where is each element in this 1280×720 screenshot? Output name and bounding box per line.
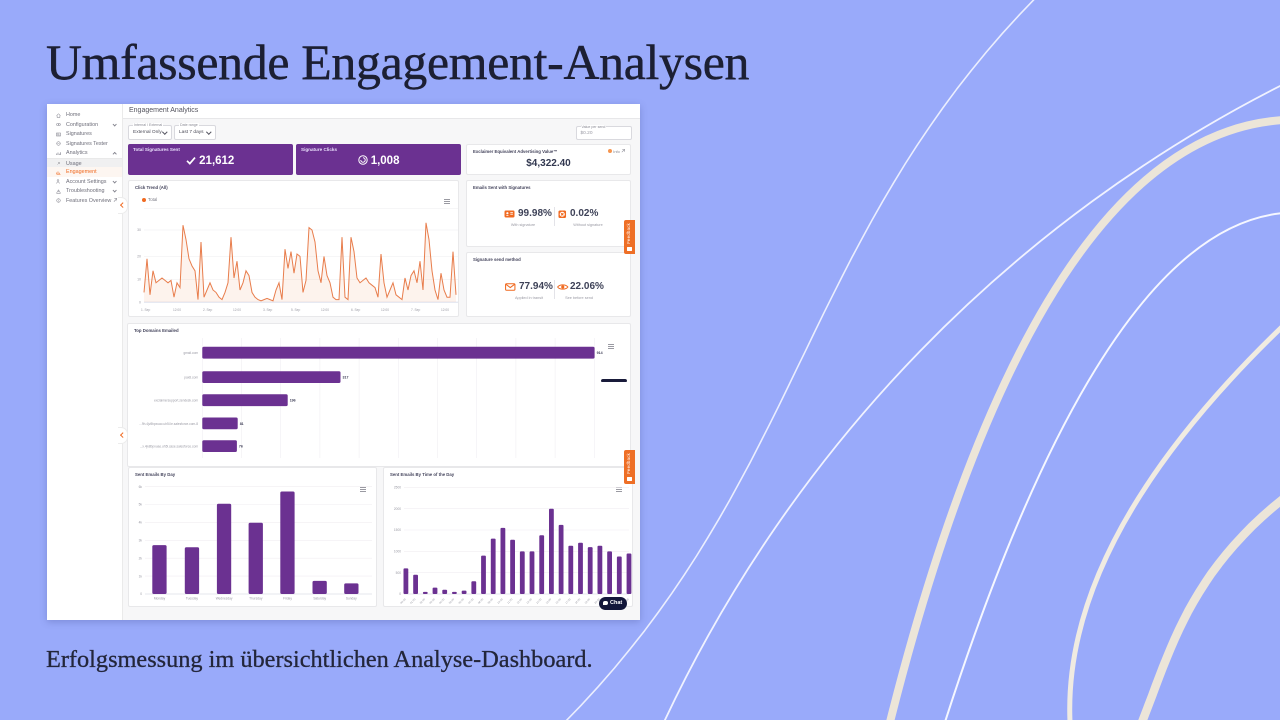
svg-text:6. Sep: 6. Sep	[351, 308, 360, 312]
svg-text:1. Sep: 1. Sep	[141, 308, 150, 312]
svg-text:5k: 5k	[139, 503, 143, 507]
svg-text:12:00: 12:00	[173, 308, 181, 312]
svg-text:01:00: 01:00	[409, 597, 417, 605]
svg-text:7. Sep: 7. Sep	[411, 308, 420, 312]
svg-text:04:00: 04:00	[438, 597, 446, 605]
svg-text:5. Sep: 5. Sep	[291, 308, 300, 312]
svg-text:05:00: 05:00	[448, 597, 456, 605]
svg-text:02:00: 02:00	[419, 597, 427, 605]
svg-text:16:00: 16:00	[554, 597, 562, 605]
svg-text:Monday: Monday	[154, 597, 166, 601]
svg-text:20:00: 20:00	[593, 597, 601, 605]
svg-text:30: 30	[137, 228, 141, 232]
svg-text:Tuesday: Tuesday	[186, 597, 199, 601]
svg-text:gmail.com: gmail.com	[183, 351, 198, 355]
svg-text:6k: 6k	[139, 485, 143, 489]
svg-text:12:00: 12:00	[516, 597, 524, 605]
svg-text:2500: 2500	[394, 486, 401, 490]
svg-text:2000: 2000	[394, 507, 401, 511]
svg-text:0: 0	[139, 300, 141, 304]
svg-text:11:00: 11:00	[506, 597, 514, 605]
svg-text:1000: 1000	[394, 550, 401, 554]
svg-text:76: 76	[239, 445, 243, 449]
svg-text:08:00: 08:00	[477, 597, 485, 605]
svg-text:196: 196	[290, 399, 296, 403]
svg-text:12:00: 12:00	[321, 308, 329, 312]
svg-text:Sunday: Sunday	[346, 597, 357, 601]
svg-text:Wednesday: Wednesday	[216, 597, 233, 601]
svg-text:81: 81	[240, 422, 244, 426]
svg-text:12:00: 12:00	[381, 308, 389, 312]
svg-text:10: 10	[137, 278, 141, 282]
svg-text:2k: 2k	[139, 556, 143, 560]
svg-text:12:00: 12:00	[441, 308, 449, 312]
svg-text:2. Sep: 2. Sep	[203, 308, 212, 312]
svg-text:07:00: 07:00	[467, 597, 475, 605]
svg-text:19:00: 19:00	[583, 597, 591, 605]
svg-text:03:00: 03:00	[428, 597, 436, 605]
svg-text:14:00: 14:00	[535, 597, 543, 605]
svg-text:Saturday: Saturday	[313, 597, 326, 601]
svg-text:3k: 3k	[139, 539, 143, 543]
svg-text:15:00: 15:00	[545, 597, 553, 605]
svg-text:Friday: Friday	[283, 597, 292, 601]
svg-text:pax8.com: pax8.com	[184, 376, 198, 380]
svg-text:3. Sep: 3. Sep	[263, 308, 272, 312]
svg-text:...x.4jv8bpxuao.uh5l.case.sale: ...x.4jv8bpxuao.uh5l.case.salesforce.com	[140, 445, 199, 449]
svg-text:00:00: 00:00	[399, 597, 407, 605]
svg-text:10:00: 10:00	[496, 597, 504, 605]
svg-text:09:00: 09:00	[486, 597, 494, 605]
svg-text:0: 0	[140, 592, 142, 596]
svg-text:914: 914	[597, 351, 603, 355]
svg-text:06:00: 06:00	[457, 597, 465, 605]
svg-text:17:00: 17:00	[564, 597, 572, 605]
svg-text:500: 500	[396, 571, 402, 575]
svg-text:20: 20	[137, 255, 141, 259]
svg-text:18:00: 18:00	[574, 597, 582, 605]
svg-text:13:00: 13:00	[525, 597, 533, 605]
svg-text:0: 0	[399, 592, 401, 596]
svg-text:1500: 1500	[394, 528, 401, 532]
svg-text:Thursday: Thursday	[249, 597, 263, 601]
svg-text:4k: 4k	[139, 521, 143, 525]
svg-text:exclaimersupport.zendesk.com: exclaimersupport.zendesk.com	[154, 399, 198, 403]
svg-text:12:00: 12:00	[233, 308, 241, 312]
svg-text:1k: 1k	[139, 574, 143, 578]
svg-text:...9h.4jv8bpxuao.uh5l.le.sales: ...9h.4jv8bpxuao.uh5l.le.salesforce.com-…	[139, 422, 198, 426]
svg-text:317: 317	[343, 376, 349, 380]
